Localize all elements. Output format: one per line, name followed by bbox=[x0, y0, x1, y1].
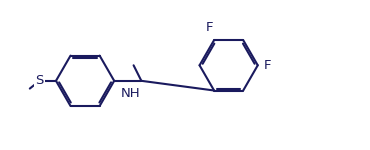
Text: F: F bbox=[263, 59, 271, 72]
Text: F: F bbox=[205, 21, 213, 34]
Text: NH: NH bbox=[121, 87, 141, 100]
Text: S: S bbox=[35, 74, 44, 87]
